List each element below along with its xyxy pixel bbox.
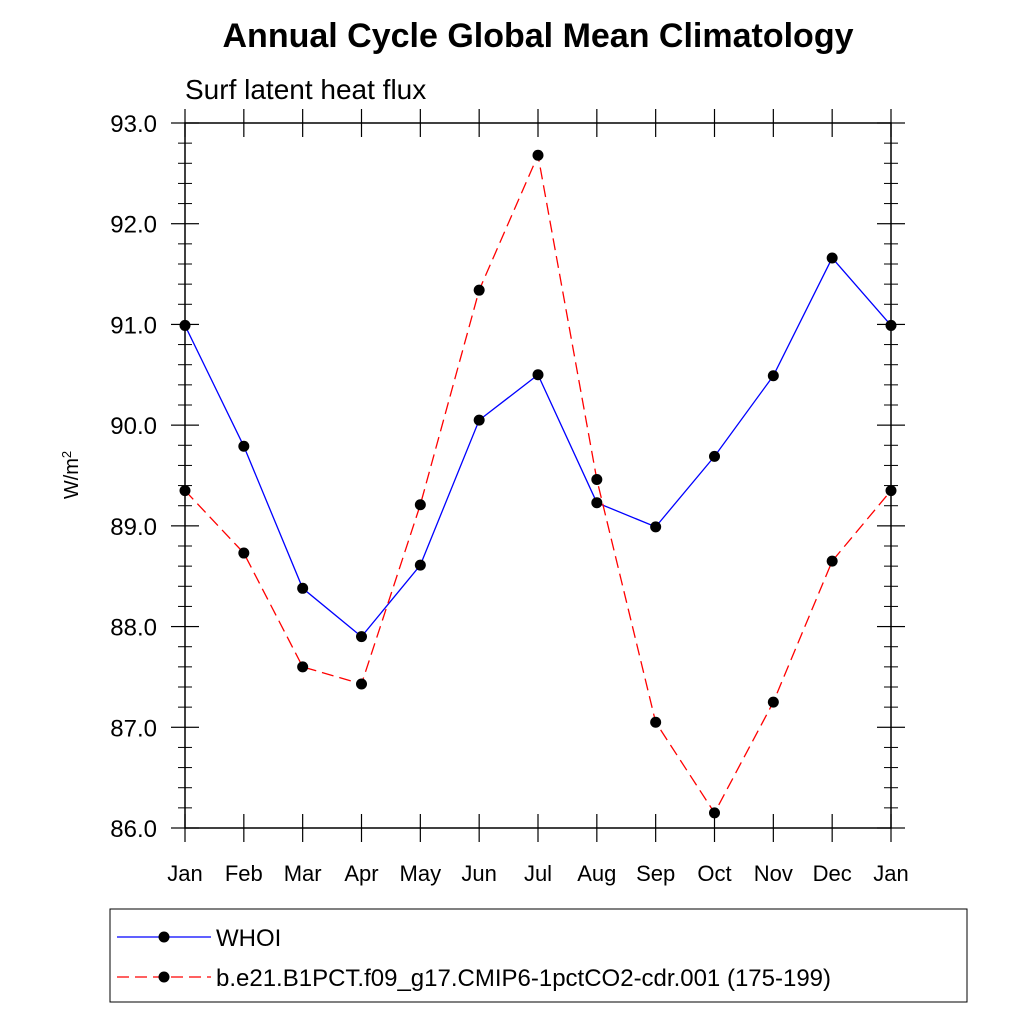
legend-marker xyxy=(158,931,170,943)
legend-entry: WHOI xyxy=(117,925,281,952)
series-whoi xyxy=(179,252,897,643)
x-tick-label: Sep xyxy=(636,861,675,886)
x-tick-labels: Jan Feb Mar Apr May Jun Jul Aug Sep Oct Nov Dec Jan xyxy=(167,861,908,886)
x-tick-label: Aug xyxy=(577,861,616,886)
data-point xyxy=(356,631,367,643)
data-point xyxy=(767,696,779,708)
x-tick-label: May xyxy=(400,861,442,886)
chart-subtitle: Surf latent heat flux xyxy=(185,74,426,105)
series-line xyxy=(184,153,892,815)
x-tick-label: Jul xyxy=(524,861,552,886)
y-tick-label: 91.0 xyxy=(110,312,157,339)
data-point xyxy=(297,582,309,594)
x-tick-label: Feb xyxy=(225,861,263,886)
y-axis-label-exponent: 2 xyxy=(59,451,74,458)
x-tick-label: Mar xyxy=(284,861,322,886)
x-tick-label: Dec xyxy=(813,861,852,886)
data-point xyxy=(473,284,485,296)
data-point xyxy=(650,716,662,728)
data-point xyxy=(826,555,838,567)
data-point xyxy=(238,547,250,559)
data-point xyxy=(238,440,250,452)
y-tick-label: 92.0 xyxy=(110,212,157,239)
x-tick-label: Jan xyxy=(873,861,908,886)
data-point xyxy=(297,661,309,673)
legend-label: WHOI xyxy=(216,925,281,952)
chart-title: Annual Cycle Global Mean Climatology xyxy=(223,17,854,55)
data-point xyxy=(709,807,720,819)
legend-box xyxy=(109,908,968,1003)
y-axis-label-unit: W/m xyxy=(61,458,83,499)
y-tick-label: 90.0 xyxy=(110,413,157,440)
data-point xyxy=(709,450,720,462)
data-point xyxy=(591,474,603,486)
x-tick-label: Apr xyxy=(344,861,378,886)
series-line xyxy=(184,256,892,638)
y-tick-label: 93.0 xyxy=(110,111,157,138)
x-tick-label: Nov xyxy=(754,861,793,886)
data-point xyxy=(356,678,367,690)
data-point xyxy=(473,414,485,426)
x-tick-label: Oct xyxy=(697,861,731,886)
legend-entry: b.e21.B1PCT.f09_g17.CMIP6-1pctCO2-cdr.00… xyxy=(117,965,831,992)
y-tick-label: 88.0 xyxy=(110,615,157,642)
data-point xyxy=(767,370,779,382)
x-tick-label: Jan xyxy=(167,861,202,886)
plot-frame xyxy=(184,122,892,829)
data-point xyxy=(532,369,544,381)
x-tick-label: Jun xyxy=(461,861,496,886)
legend-marker xyxy=(158,971,170,983)
data-point xyxy=(826,252,838,264)
legend: WHOI b.e21.B1PCT.f09_g17.CMIP6-1pctCO2-cd… xyxy=(109,908,968,1003)
legend-label: b.e21.B1PCT.f09_g17.CMIP6-1pctCO2-cdr.00… xyxy=(216,965,831,992)
data-point xyxy=(591,497,603,509)
y-tick-labels: 93.0 92.0 91.0 90.0 89.0 88.0 87.0 86.0 xyxy=(110,111,157,843)
y-tick-label: 87.0 xyxy=(110,715,157,742)
y-tick-label: 86.0 xyxy=(110,816,157,843)
data-point xyxy=(532,149,544,161)
y-axis-label: W/m2 xyxy=(59,451,84,499)
series-layer xyxy=(179,149,897,819)
series-cmip6-1pctco2 xyxy=(179,149,897,819)
data-point xyxy=(650,521,662,533)
data-point xyxy=(414,559,426,571)
legend-entries: WHOI b.e21.B1PCT.f09_g17.CMIP6-1pctCO2-cd… xyxy=(117,925,831,992)
y-tick-label: 89.0 xyxy=(110,514,157,541)
axis-ticks xyxy=(171,109,905,842)
data-point xyxy=(414,499,426,511)
